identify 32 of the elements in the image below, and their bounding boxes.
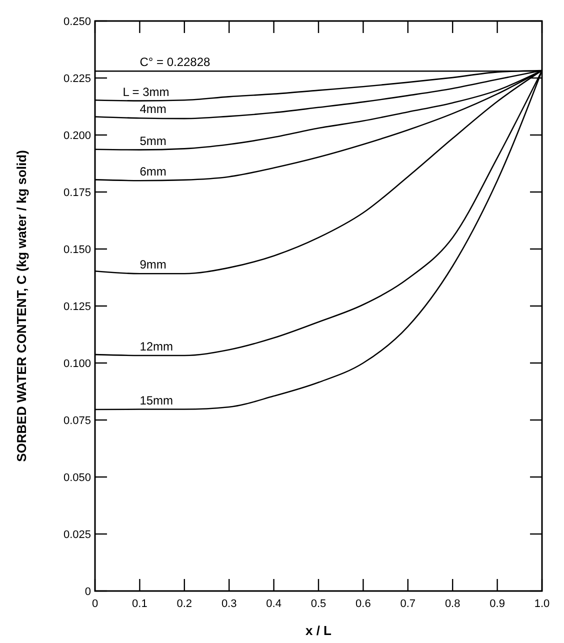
x-tick-label: 0.5: [310, 598, 326, 610]
y-tick-label: 0: [84, 586, 91, 598]
series-label: 6mm: [140, 164, 166, 179]
series-label: L = 3mm: [122, 84, 170, 99]
x-tick-label: 0.2: [176, 598, 192, 610]
y-axis-title: SORBED WATER CONTENT, C (kg water / kg solid): [14, 150, 29, 462]
y-tick-label: 0.200: [63, 130, 91, 142]
x-tick-label: 1.0: [534, 598, 550, 610]
x-tick-label: 0.3: [221, 598, 237, 610]
y-tick-label: 0.125: [63, 301, 91, 313]
series-label: 5mm: [140, 134, 166, 148]
y-tick-label: 0.225: [63, 73, 91, 85]
y-tick-label: 0.025: [63, 529, 91, 541]
x-tick-label: 0.7: [400, 598, 416, 610]
y-tick-label: 0.250: [63, 16, 91, 28]
series-label: 15mm: [140, 393, 174, 408]
x-tick-label: 0: [92, 598, 98, 610]
y-tick-label: 0.100: [63, 358, 91, 370]
x-tick-label: 0.4: [266, 598, 282, 610]
x-tick-label: 0.1: [132, 598, 148, 610]
series-label: 12mm: [140, 339, 174, 354]
series-label: C° = 0.22828: [140, 55, 211, 70]
x-axis-title: x / L: [305, 623, 332, 638]
y-tick-label: 0.075: [63, 415, 91, 427]
x-tick-label: 0.9: [490, 598, 505, 610]
y-tick-label: 0.050: [63, 472, 91, 484]
x-tick-label: 0.6: [356, 598, 371, 610]
x-tick-label: 0.8: [444, 598, 460, 610]
y-tick-label: 0.175: [63, 187, 91, 199]
series-label: 9mm: [140, 258, 166, 272]
y-tick-label: 0.150: [63, 244, 91, 256]
series-label: 4mm: [140, 102, 166, 116]
